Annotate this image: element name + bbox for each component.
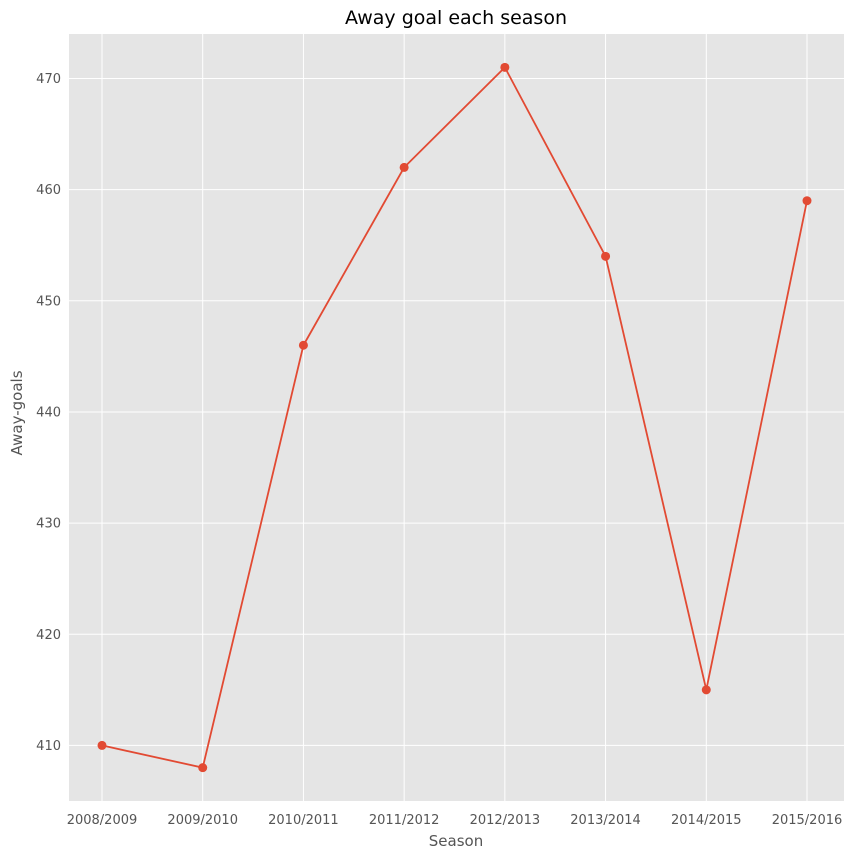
x-axis-label: Season	[429, 832, 483, 850]
x-tick-label: 2009/2010	[167, 813, 238, 828]
y-tick-labels: 410 420 430 440 450 460 470	[36, 72, 61, 754]
grid-lines	[69, 34, 844, 801]
series-line	[101, 65, 808, 769]
y-tick-label: 410	[36, 739, 61, 754]
x-tick-label: 2008/2009	[67, 813, 138, 828]
data-point	[802, 196, 812, 206]
y-tick-label: 440	[36, 405, 61, 420]
x-tick-label: 2012/2013	[470, 813, 541, 828]
data-point	[701, 685, 711, 695]
data-point	[399, 162, 409, 172]
plot-background	[69, 34, 844, 801]
data-point	[97, 740, 107, 750]
y-tick-label: 470	[36, 72, 61, 87]
y-tick-label: 460	[36, 183, 61, 198]
data-point	[198, 763, 208, 773]
data-point	[601, 251, 611, 261]
y-tick-label: 420	[36, 628, 61, 643]
y-tick-label: 450	[36, 294, 61, 309]
series-line-layer	[101, 65, 808, 769]
x-tick-label: 2015/2016	[772, 813, 843, 828]
y-tick-label: 430	[36, 517, 61, 532]
x-tick-label: 2014/2015	[671, 813, 742, 828]
x-tick-labels: 2008/2009 2009/2010 2010/2011 2011/2012 2012…	[67, 813, 843, 828]
x-tick-label: 2013/2014	[570, 813, 641, 828]
x-tick-label: 2010/2011	[268, 813, 339, 828]
data-points	[97, 62, 812, 773]
data-point	[298, 340, 308, 350]
chart-title: Away goal each season	[345, 7, 567, 29]
data-point	[500, 62, 510, 72]
y-axis-label: Away-goals	[8, 370, 26, 455]
x-tick-label: 2011/2012	[369, 813, 440, 828]
